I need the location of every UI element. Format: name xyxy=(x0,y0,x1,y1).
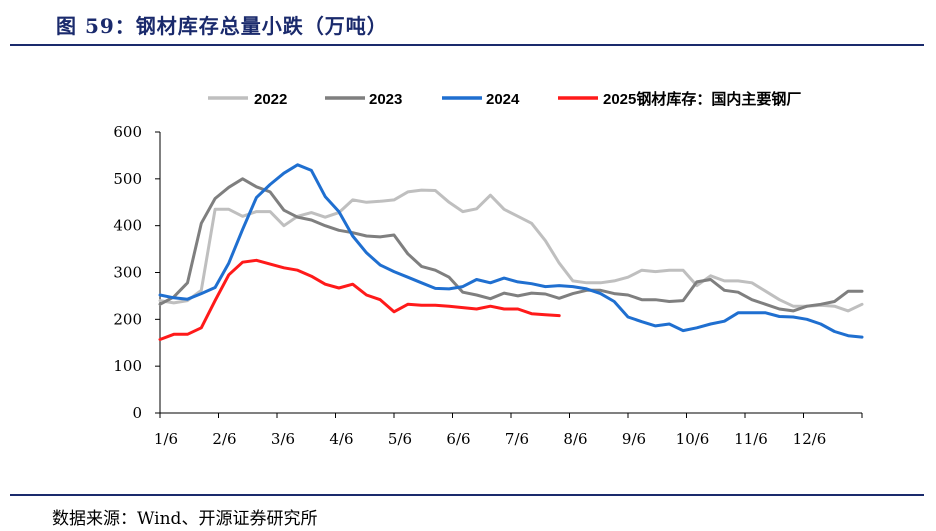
x-tick-label: 6/6 xyxy=(446,430,470,448)
x-tick-label: 10/6 xyxy=(676,430,710,448)
x-tick-label: 1/6 xyxy=(154,430,178,448)
y-tick-label: 100 xyxy=(113,357,142,375)
y-tick-label: 500 xyxy=(113,170,142,188)
y-tick-label: 200 xyxy=(113,310,142,328)
x-tick-label: 2/6 xyxy=(212,430,236,448)
legend-label-1: 2023 xyxy=(369,91,402,108)
x-axis: 1/6 2/6 3/6 4/6 5/6 6/6 7/6 8/6 9/6 10/6 11/6 12/6 xyxy=(154,412,863,448)
legend-label-2: 2024 xyxy=(486,91,520,108)
footer-divider xyxy=(10,494,924,496)
x-tick-label: 11/6 xyxy=(734,430,768,448)
x-tick-label: 8/6 xyxy=(563,430,587,448)
line-chart: 2022 2023 2024 2025钢材库存：国内主要钢厂 0 100 200 300 40… xyxy=(113,90,864,448)
series-line-2 xyxy=(158,163,864,339)
chart-legend: 2022 2023 2024 2025钢材库存：国内主要钢厂 xyxy=(208,90,801,108)
x-tick-label: 4/6 xyxy=(329,430,353,448)
series-line-0 xyxy=(158,188,864,313)
x-tick-label: 5/6 xyxy=(388,430,412,448)
x-tick-label: 12/6 xyxy=(793,430,827,448)
chart-series xyxy=(158,163,864,341)
legend-label-0: 2022 xyxy=(254,91,287,108)
y-tick-label: 600 xyxy=(113,123,142,141)
data-source-note: 数据来源：Wind、开源证券研究所 xyxy=(52,509,318,529)
y-tick-label: 0 xyxy=(132,404,142,422)
x-tick-label: 3/6 xyxy=(271,430,295,448)
x-tick-label: 9/6 xyxy=(622,430,646,448)
series-line-3 xyxy=(158,258,561,341)
y-tick-label: 400 xyxy=(113,217,142,235)
x-tick-label: 7/6 xyxy=(505,430,529,448)
y-axis: 0 100 200 300 400 500 600 xyxy=(113,123,161,422)
chart-title: 图 59：钢材库存总量小跌（万吨） xyxy=(56,14,388,38)
title-divider xyxy=(10,44,924,46)
y-tick-label: 300 xyxy=(113,264,142,282)
series-line-1 xyxy=(158,177,864,313)
legend-label-3: 2025钢材库存：国内主要钢厂 xyxy=(603,90,801,108)
